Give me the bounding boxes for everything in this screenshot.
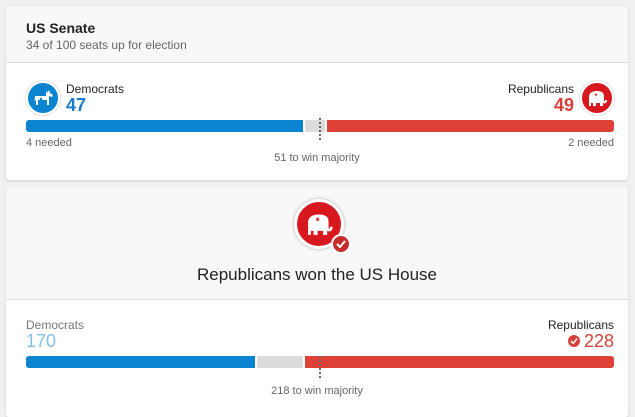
dem-seat-count: 47	[66, 95, 87, 115]
house-rep-summary: Republicans 228	[548, 318, 614, 350]
house-headline: Republicans won the US House	[196, 265, 438, 284]
rep-label: Republicans	[507, 82, 574, 96]
senate-rep-segment	[327, 120, 614, 132]
house-majority-label: 218 to win majority	[271, 385, 363, 397]
rep-needed: 2 needed	[568, 137, 614, 149]
check-circle-icon	[567, 335, 580, 347]
senate-header: US Senate 34 of 100 seats up for electio…	[6, 6, 628, 63]
donkey-icon	[26, 81, 60, 115]
house-dem-label: Democrats	[26, 318, 85, 332]
house-majority-line	[319, 356, 321, 378]
senate-dem-summary: Democrats 47	[26, 81, 124, 115]
house-results: Democrats 170 Republicans 228 218 to win…	[6, 300, 628, 417]
dem-needed: 4 needed	[26, 137, 72, 149]
house-dem-summary: Democrats 170	[26, 318, 84, 350]
senate-title: US Senate	[26, 20, 96, 36]
house-rep-segment	[305, 356, 614, 368]
dem-label: Democrats	[66, 82, 125, 96]
senate-rep-summary: Republicans 49	[508, 81, 614, 115]
senate-undecided-segment	[303, 120, 327, 132]
house-dem-seat-count: 170	[26, 331, 57, 351]
house-undecided-segment	[255, 356, 305, 368]
house-header: Republicans won the US House	[6, 187, 628, 300]
senate-majority-label: 51 to win majority	[274, 152, 360, 164]
senate-seat-bar	[26, 120, 614, 132]
senate-dem-segment	[26, 120, 303, 132]
house-card: Republicans won the US House Democrats 1…	[6, 187, 628, 417]
senate-card: US Senate 34 of 100 seats up for electio…	[6, 6, 628, 180]
senate-majority-line	[319, 118, 321, 140]
house-rep-label: Republicans	[547, 318, 614, 332]
check-circle-icon	[331, 234, 351, 254]
house-dem-segment	[26, 356, 255, 368]
house-rep-seat-count: 228	[583, 331, 614, 351]
elephant-icon	[580, 81, 614, 115]
rep-seat-count: 49	[553, 95, 574, 115]
senate-subtitle: 34 of 100 seats up for election	[26, 38, 187, 52]
